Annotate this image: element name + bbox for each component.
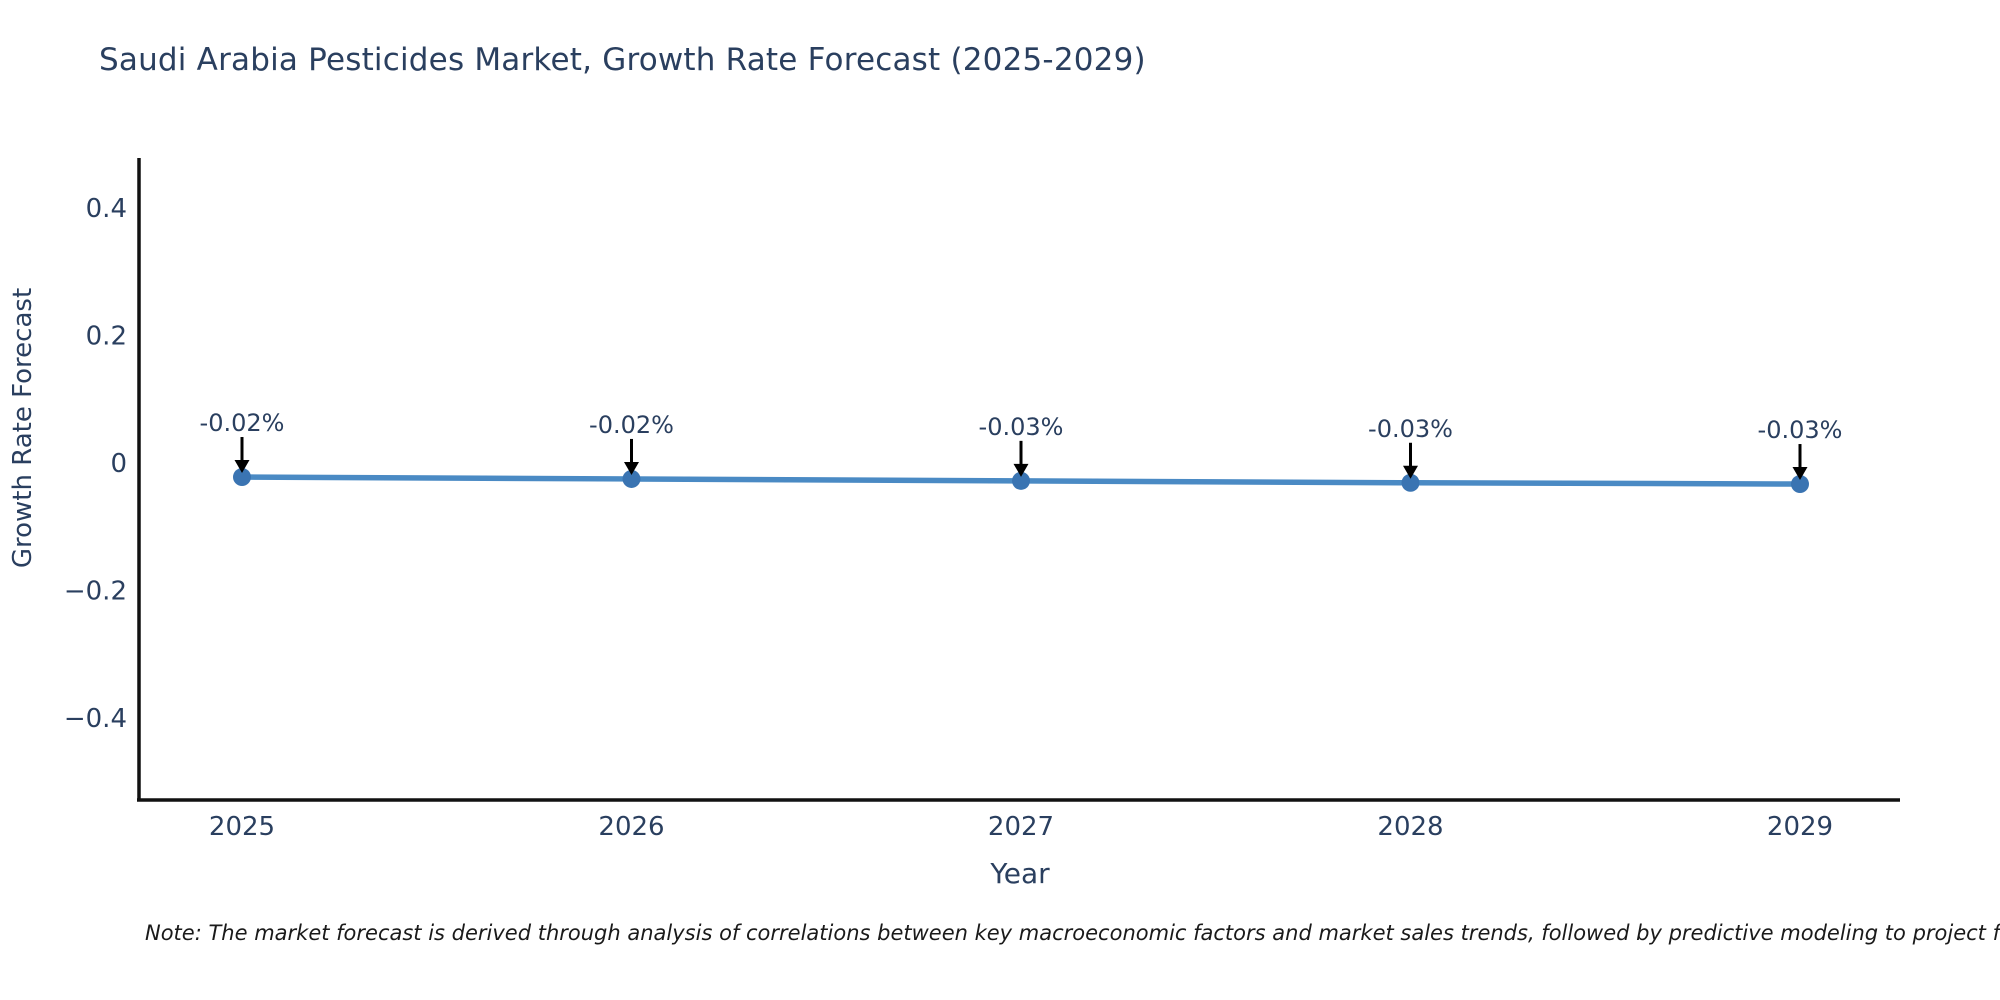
x-tick-label: 2027: [988, 812, 1054, 842]
x-tick-label: 2029: [1767, 812, 1833, 842]
annotation-arrowhead: [1792, 467, 1808, 481]
point-annotation-label: -0.03%: [1758, 416, 1843, 444]
y-tick-label: 0: [110, 449, 127, 479]
annotation-arrowhead: [234, 460, 250, 474]
x-tick-label: 2028: [1377, 812, 1443, 842]
y-tick-label: −0.4: [64, 704, 127, 734]
data-point-marker[interactable]: [1012, 471, 1030, 490]
annotation-arrowhead: [1013, 463, 1029, 477]
data-point-marker[interactable]: [1791, 475, 1809, 494]
y-tick-label: 0.4: [86, 194, 127, 224]
annotation-arrowhead: [1403, 465, 1418, 479]
point-annotation-label: -0.02%: [589, 411, 674, 439]
point-annotation-label: -0.03%: [1368, 415, 1453, 443]
x-tick-label: 2025: [209, 812, 275, 842]
y-axis-title: Growth Rate Forecast: [8, 288, 38, 568]
point-annotation-label: -0.02%: [200, 409, 285, 437]
data-point-marker[interactable]: [622, 469, 641, 488]
x-tick-label: 2026: [598, 812, 664, 842]
data-point-marker[interactable]: [1401, 473, 1420, 492]
data-point-marker[interactable]: [233, 468, 251, 487]
point-annotation-label: -0.03%: [979, 413, 1064, 441]
x-axis-title: Year: [989, 857, 1050, 890]
y-tick-label: 0.2: [86, 322, 127, 352]
annotation-arrowhead: [624, 461, 639, 475]
footnote: Note: The market forecast is derived thr…: [145, 921, 2000, 945]
y-tick-label: −0.2: [64, 577, 127, 607]
chart-title: Saudi Arabia Pesticides Market, Growth R…: [99, 42, 1146, 78]
